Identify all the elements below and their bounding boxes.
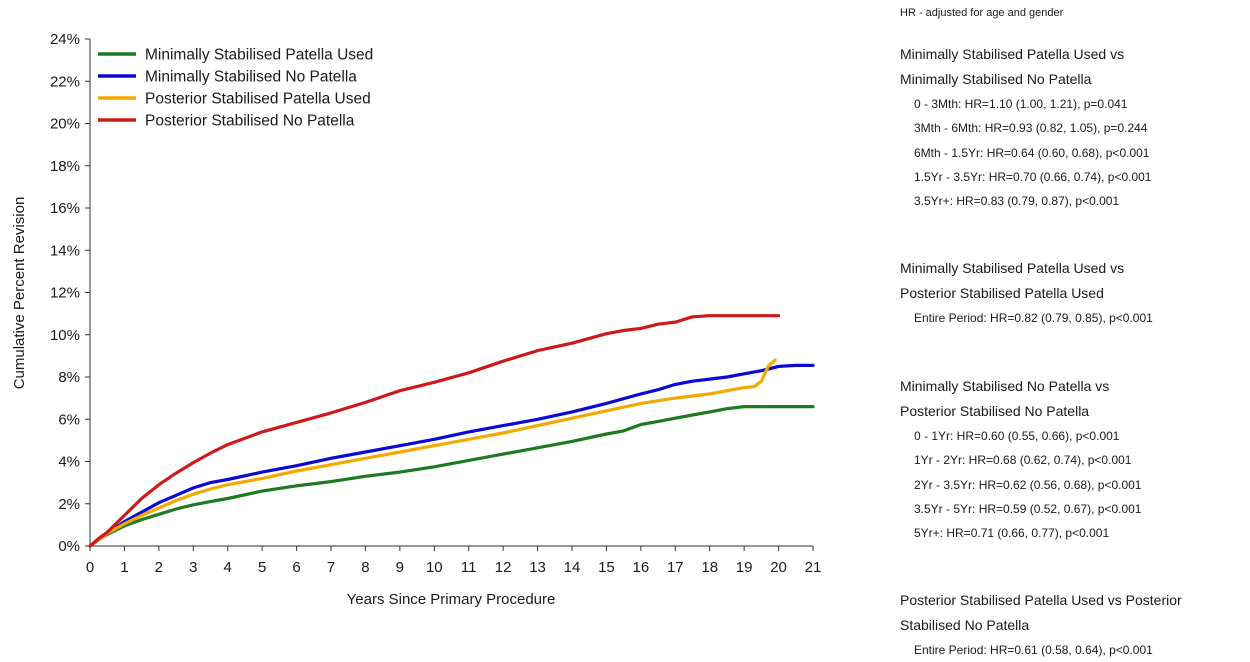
hr-result-line: 5Yr+: HR=0.71 (0.66, 0.77), p<0.001 bbox=[914, 526, 1110, 541]
x-tick-label: 18 bbox=[701, 559, 718, 576]
hr-adjustment-note: HR - adjusted for age and gender bbox=[900, 7, 1064, 19]
hr-result-line: Entire Period: HR=0.82 (0.79, 0.85), p<0… bbox=[914, 311, 1153, 325]
hr-group-heading: Minimally Stabilised Patella Used vs bbox=[900, 260, 1125, 276]
series-line-2 bbox=[88, 358, 777, 548]
hr-group-ms-pu-vs-ps-pu: Minimally Stabilised Patella Used vs Pos… bbox=[900, 256, 1245, 330]
x-tick-label: 20 bbox=[770, 559, 787, 576]
y-tick-label: 4% bbox=[58, 454, 80, 471]
series-line-1 bbox=[88, 363, 815, 548]
x-tick-label: 21 bbox=[805, 559, 822, 576]
x-tick-label: 19 bbox=[736, 559, 753, 576]
x-tick-label: 2 bbox=[155, 559, 163, 576]
legend-entry: Posterior Stabilised Patella Used bbox=[145, 91, 371, 108]
hr-group-ps-pu-vs-ps-np: Posterior Stabilised Patella Used vs Pos… bbox=[900, 588, 1245, 662]
hr-result-line: 3.5Yr - 5Yr: HR=0.59 (0.52, 0.67), p<0.0… bbox=[914, 501, 1142, 516]
x-tick-label: 12 bbox=[495, 559, 512, 576]
legend-entry: Posterior Stabilised No Patella bbox=[145, 113, 355, 130]
hr-group-heading: Posterior Stabilised No Patella bbox=[900, 403, 1090, 419]
x-tick-label: 7 bbox=[327, 559, 335, 576]
y-tick-label: 12% bbox=[50, 285, 80, 302]
x-tick-label: 3 bbox=[189, 559, 197, 576]
hr-result-line: Entire Period: HR=0.61 (0.58, 0.64), p<0… bbox=[914, 643, 1153, 657]
y-tick-label: 18% bbox=[50, 158, 80, 175]
x-tick-label: 16 bbox=[633, 559, 650, 576]
y-tick-label: 22% bbox=[50, 73, 80, 90]
hr-group-heading: Posterior Stabilised Patella Used bbox=[900, 285, 1104, 301]
hr-group-heading: Minimally Stabilised No Patella vs bbox=[900, 378, 1110, 394]
hr-group-heading: Stabilised No Patella bbox=[900, 617, 1030, 633]
x-tick-label: 1 bbox=[120, 559, 128, 576]
hr-result-line: 2Yr - 3.5Yr: HR=0.62 (0.56, 0.68), p<0.0… bbox=[914, 477, 1142, 492]
series-line-0 bbox=[88, 405, 815, 548]
x-axis-ticks: 0 1 2 3 4 5 6 7 8 9 10 11 12 13 14 15 16 17 18 19 20 21 bbox=[86, 546, 822, 576]
hr-group-ms-pu-vs-ms-np: Minimally Stabilised Patella Used vs Min… bbox=[900, 42, 1245, 213]
y-tick-label: 0% bbox=[58, 538, 80, 555]
hr-result-line: 1.5Yr - 3.5Yr: HR=0.70 (0.66, 0.74), p<0… bbox=[914, 169, 1152, 184]
x-tick-label: 8 bbox=[361, 559, 369, 576]
legend-entry: Minimally Stabilised Patella Used bbox=[145, 47, 373, 64]
hr-result-line: 6Mth - 1.5Yr: HR=0.64 (0.60, 0.68), p<0.… bbox=[914, 145, 1150, 160]
series-lines bbox=[88, 314, 815, 548]
x-tick-label: 9 bbox=[396, 559, 404, 576]
hr-result-line: 3.5Yr+: HR=0.83 (0.79, 0.87), p<0.001 bbox=[914, 194, 1120, 209]
y-tick-label: 20% bbox=[50, 116, 80, 133]
y-tick-label: 6% bbox=[58, 411, 80, 428]
x-tick-label: 10 bbox=[426, 559, 443, 576]
hr-group-heading: Minimally Stabilised No Patella bbox=[900, 71, 1092, 87]
hr-result-line: 0 - 3Mth: HR=1.10 (1.00, 1.21), p=0.041 bbox=[914, 97, 1128, 111]
x-axis-title: Years Since Primary Procedure bbox=[347, 591, 556, 608]
hr-group-heading: Posterior Stabilised Patella Used vs Pos… bbox=[900, 592, 1182, 608]
legend-entry: Minimally Stabilised No Patella bbox=[145, 69, 357, 86]
x-tick-label: 4 bbox=[224, 559, 232, 576]
hr-group-ms-np-vs-ps-np: Minimally Stabilised No Patella vs Poste… bbox=[900, 374, 1245, 545]
x-tick-label: 0 bbox=[86, 559, 94, 576]
hr-result-line: 3Mth - 6Mth: HR=0.93 (0.82, 1.05), p=0.2… bbox=[914, 121, 1148, 136]
hr-result-line: 0 - 1Yr: HR=0.60 (0.55, 0.66), p<0.001 bbox=[914, 429, 1120, 443]
x-tick-label: 17 bbox=[667, 559, 684, 576]
hr-result-line: 1Yr - 2Yr: HR=0.68 (0.62, 0.74), p<0.001 bbox=[914, 453, 1132, 468]
x-tick-label: 15 bbox=[598, 559, 615, 576]
y-tick-label: 8% bbox=[58, 369, 80, 386]
hr-group-heading: Minimally Stabilised Patella Used vs bbox=[900, 46, 1125, 62]
x-tick-label: 6 bbox=[292, 559, 300, 576]
series-line-3 bbox=[88, 314, 781, 548]
y-tick-label: 24% bbox=[50, 31, 80, 48]
x-tick-label: 14 bbox=[564, 559, 581, 576]
x-tick-label: 5 bbox=[258, 559, 266, 576]
y-tick-label: 2% bbox=[58, 496, 80, 513]
x-tick-label: 11 bbox=[461, 559, 477, 576]
chart-legend: Minimally Stabilised Patella Used Minimal… bbox=[98, 47, 373, 130]
x-tick-label: 13 bbox=[529, 559, 546, 576]
y-tick-label: 16% bbox=[50, 200, 80, 217]
y-tick-label: 10% bbox=[50, 327, 80, 344]
y-axis-ticks: 0% 2% 4% 6% 8% 10% 12% 14% 16% 18% 20% 22% 24% bbox=[50, 31, 90, 555]
y-axis-title: Cumulative Percent Revision bbox=[11, 197, 28, 390]
y-tick-label: 14% bbox=[50, 242, 80, 259]
